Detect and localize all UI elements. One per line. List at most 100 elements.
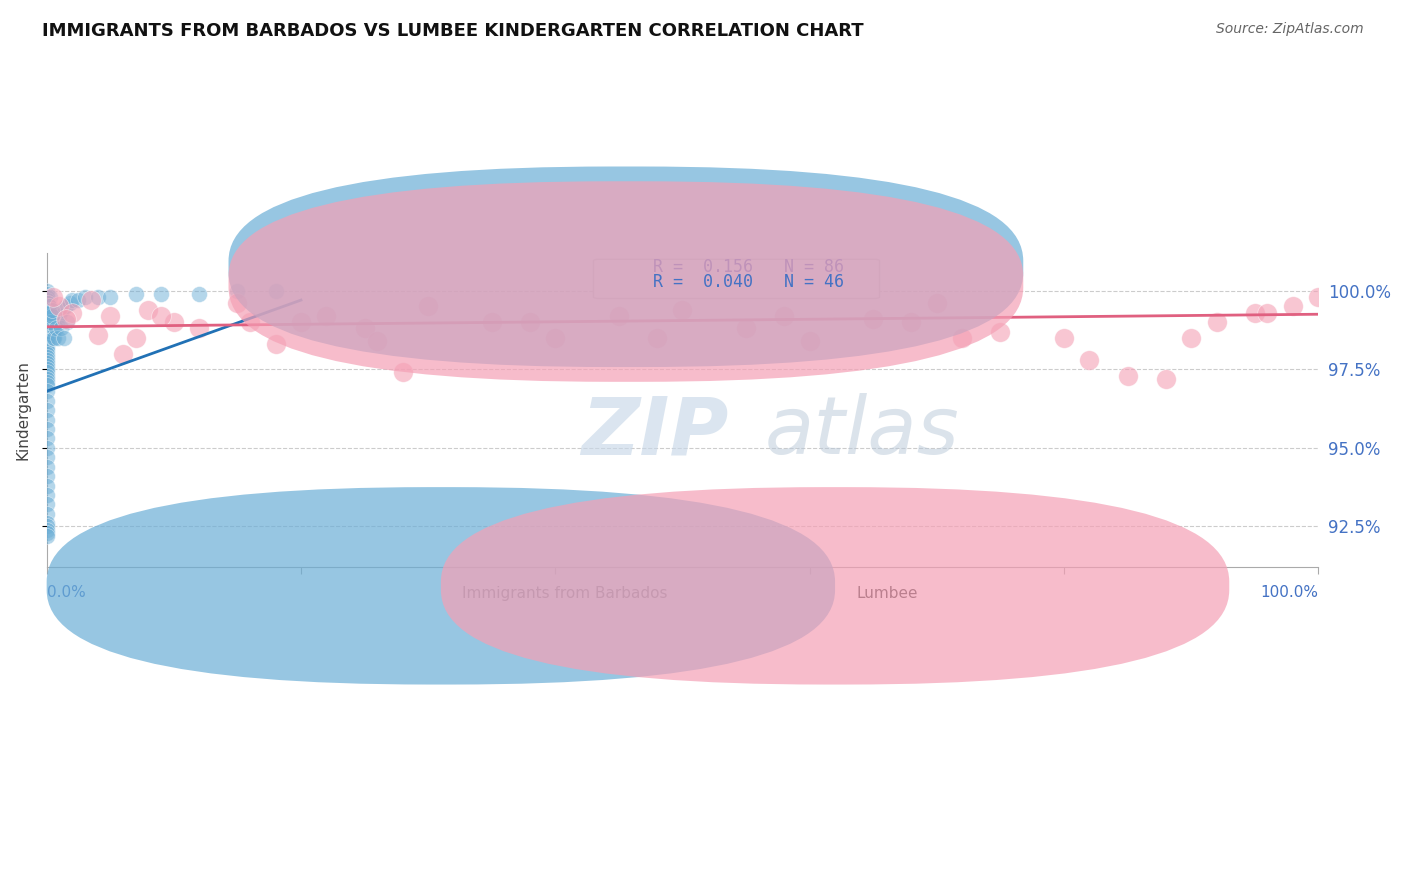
- Point: [111, 346, 134, 360]
- Point: [138, 302, 160, 317]
- Point: [60, 306, 83, 320]
- Point: [67, 293, 90, 307]
- Point: [60, 293, 83, 307]
- Point: [42, 331, 65, 345]
- Point: [990, 325, 1012, 339]
- Point: [1078, 352, 1101, 367]
- Point: [418, 299, 440, 313]
- Point: [37, 296, 59, 310]
- Point: [37, 384, 59, 399]
- Point: [239, 315, 262, 329]
- Point: [37, 431, 59, 445]
- Text: N = 46: N = 46: [785, 273, 844, 291]
- Point: [150, 309, 173, 323]
- Point: [188, 321, 211, 335]
- Point: [37, 318, 59, 333]
- Point: [37, 497, 59, 511]
- Point: [226, 284, 249, 298]
- Point: [80, 293, 103, 307]
- Point: [264, 284, 287, 298]
- Point: [37, 340, 59, 354]
- Point: [37, 393, 59, 408]
- Point: [37, 334, 59, 348]
- Point: [1053, 331, 1076, 345]
- Text: R =  0.156: R = 0.156: [654, 258, 754, 276]
- Point: [44, 331, 66, 345]
- Point: [37, 346, 59, 360]
- Point: [39, 315, 62, 329]
- Point: [37, 365, 59, 379]
- FancyBboxPatch shape: [46, 487, 835, 684]
- Point: [73, 290, 96, 304]
- Point: [37, 337, 59, 351]
- Point: [41, 302, 63, 317]
- Point: [37, 306, 59, 320]
- Point: [37, 299, 59, 313]
- Point: [56, 315, 79, 329]
- Point: [55, 299, 77, 313]
- Point: [37, 459, 59, 474]
- Point: [37, 321, 59, 335]
- Point: [37, 286, 59, 301]
- Point: [37, 368, 59, 383]
- Point: [37, 372, 59, 386]
- Point: [37, 312, 59, 326]
- Point: [37, 296, 59, 310]
- Point: [38, 306, 60, 320]
- Point: [37, 450, 59, 465]
- Point: [315, 309, 337, 323]
- Point: [38, 315, 60, 329]
- Point: [950, 331, 973, 345]
- Point: [45, 321, 67, 335]
- Text: Source: ZipAtlas.com: Source: ZipAtlas.com: [1216, 22, 1364, 37]
- Point: [862, 312, 884, 326]
- Point: [645, 331, 668, 345]
- Text: 100.0%: 100.0%: [1260, 584, 1319, 599]
- Point: [163, 315, 186, 329]
- Point: [1154, 372, 1177, 386]
- Point: [37, 412, 59, 426]
- Point: [38, 299, 60, 313]
- Point: [671, 302, 693, 317]
- Point: [125, 286, 148, 301]
- Point: [38, 302, 60, 317]
- Point: [37, 403, 59, 417]
- Text: atlas: atlas: [765, 393, 960, 471]
- Point: [37, 441, 59, 455]
- FancyBboxPatch shape: [441, 487, 1229, 684]
- Point: [799, 334, 821, 348]
- Point: [37, 290, 59, 304]
- Text: N = 86: N = 86: [785, 258, 844, 276]
- Point: [37, 356, 59, 370]
- Point: [53, 331, 76, 345]
- Point: [37, 378, 59, 392]
- Text: Lumbee: Lumbee: [856, 586, 918, 601]
- Point: [37, 478, 59, 492]
- Point: [49, 321, 72, 335]
- Point: [39, 290, 62, 304]
- Point: [290, 315, 312, 329]
- Point: [37, 507, 59, 521]
- Point: [37, 525, 59, 540]
- Point: [773, 309, 796, 323]
- Point: [264, 337, 287, 351]
- Point: [607, 309, 630, 323]
- Point: [37, 519, 59, 533]
- Point: [44, 321, 66, 335]
- Point: [1243, 306, 1265, 320]
- Y-axis label: Kindergarten: Kindergarten: [15, 360, 30, 460]
- Point: [37, 331, 59, 345]
- Point: [37, 343, 59, 358]
- Text: R =  0.040: R = 0.040: [654, 273, 754, 291]
- Point: [544, 331, 567, 345]
- Point: [735, 321, 758, 335]
- Point: [1256, 306, 1278, 320]
- Point: [37, 523, 59, 537]
- Point: [37, 284, 59, 298]
- Point: [37, 293, 59, 307]
- Point: [925, 296, 948, 310]
- Point: [86, 327, 108, 342]
- Point: [37, 362, 59, 376]
- Point: [37, 516, 59, 531]
- Point: [188, 286, 211, 301]
